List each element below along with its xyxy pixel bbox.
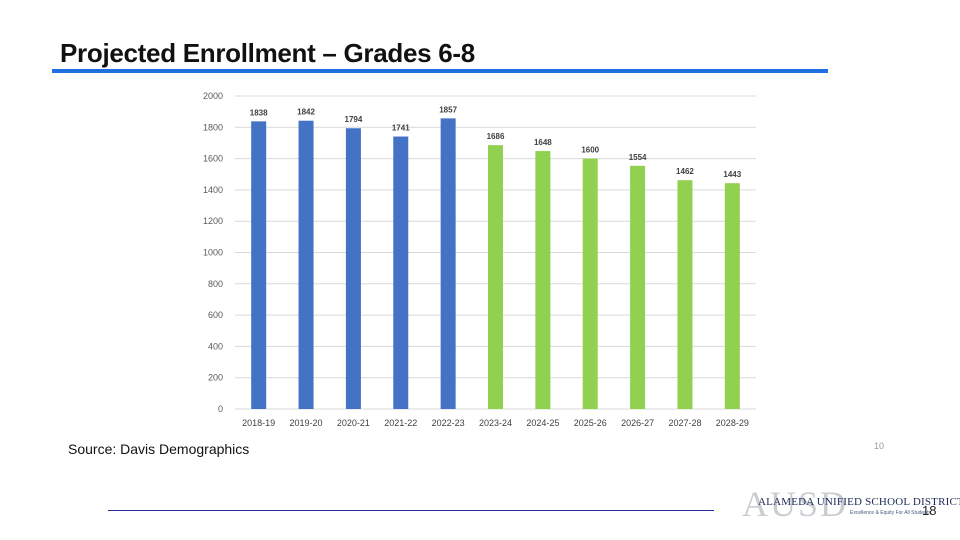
data-label: 1462 [676, 167, 694, 176]
x-tick-label: 2023-24 [479, 418, 512, 428]
x-tick-label: 2027-28 [668, 418, 701, 428]
slide-title: Projected Enrollment – Grades 6-8 [60, 38, 475, 68]
data-label: 1794 [345, 115, 363, 124]
data-label: 1838 [250, 108, 268, 117]
footer-rule [108, 510, 714, 511]
bar [251, 121, 267, 409]
title-rule [52, 69, 828, 73]
y-tick-label: 800 [208, 279, 223, 289]
y-tick-label: 0 [218, 404, 223, 414]
logo-district-name: ALAMEDA UNIFIED SCHOOL DISTRICT [758, 496, 960, 508]
y-tick-label: 400 [208, 341, 223, 351]
bar [630, 165, 646, 409]
x-tick-label: 2021-22 [384, 418, 417, 428]
x-tick-label: 2024-25 [526, 418, 559, 428]
y-tick-label: 1000 [203, 248, 223, 258]
source-note: Source: Davis Demographics [68, 441, 250, 457]
y-tick-label: 1200 [203, 216, 223, 226]
enrollment-chart-svg: 0 200 400 600 800 1000 1200 1400 1600 1800 2000 183… [203, 91, 756, 428]
y-tick-label: 200 [208, 373, 223, 383]
bar [488, 145, 503, 409]
bar [582, 158, 598, 409]
data-label: 1857 [439, 105, 457, 114]
bar [724, 183, 740, 409]
data-label: 1443 [723, 170, 741, 179]
bar [298, 120, 314, 410]
data-label: 1648 [534, 138, 552, 147]
data-label: 1600 [581, 146, 599, 155]
data-label: 1554 [629, 153, 647, 162]
district-logo: AUSD ALAMEDA UNIFIED SCHOOL DISTRICT Exc… [742, 484, 960, 524]
data-label: 1741 [392, 124, 410, 133]
bar [677, 180, 693, 409]
y-tick-label: 600 [208, 310, 223, 320]
x-tick-label: 2022-23 [432, 418, 465, 428]
x-tick-label: 2018-19 [242, 418, 275, 428]
x-tick-label: 2025-26 [574, 418, 607, 428]
bar [345, 128, 361, 409]
y-tick-label: 2000 [203, 91, 223, 101]
x-tick-label: 2026-27 [621, 418, 654, 428]
x-tick-label: 2019-20 [290, 418, 323, 428]
data-label: 1842 [297, 108, 315, 117]
logo-letters: AUSD [742, 484, 849, 524]
logo-tagline: Excellence & Equity For All Students [850, 510, 931, 516]
inner-page-number: 10 [874, 441, 885, 451]
x-tick-label: 2028-29 [716, 418, 749, 428]
bar [440, 118, 456, 409]
data-label: 1686 [487, 132, 505, 141]
y-tick-label: 1600 [203, 154, 223, 164]
page-number: 18 [922, 503, 937, 518]
bar [393, 136, 409, 409]
y-tick-label: 1400 [203, 185, 223, 195]
bar [535, 151, 551, 409]
x-tick-label: 2020-21 [337, 418, 370, 428]
enrollment-chart: 0 200 400 600 800 1000 1200 1400 1600 1800 2000 183… [190, 84, 770, 434]
y-tick-label: 1800 [203, 122, 223, 132]
